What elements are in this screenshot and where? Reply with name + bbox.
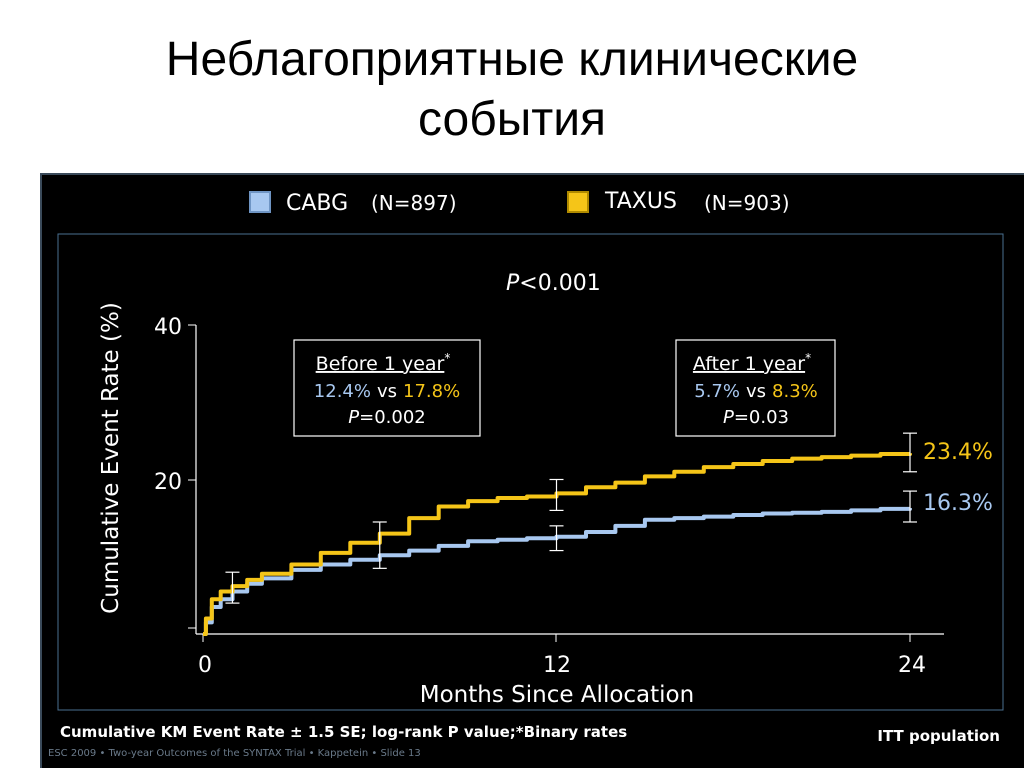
overall-pvalue: P<0.001 [506, 271, 601, 296]
error-bar-5 [903, 432, 917, 473]
x-tick-label-12: 12 [543, 653, 571, 678]
y-axis-label: Cumulative Event Rate (%) [98, 302, 124, 614]
x-tick-label-0: 0 [198, 653, 212, 678]
population-label: ITT population [877, 727, 1000, 745]
before-1-year-box: Before 1 year* 12.4% vs 17.8% P=0.002 [293, 339, 481, 437]
after-box-rates: 5.7% vs 8.3% [694, 381, 818, 402]
legend-cabg-swatch [249, 191, 271, 213]
legend-taxus-swatch [567, 191, 589, 213]
plot-frame [57, 233, 1004, 711]
error-bar-3 [549, 478, 564, 511]
legend-taxus-n: (N=903) [704, 191, 790, 215]
before-box-rates: 12.4% vs 17.8% [314, 381, 460, 402]
slide-title: Неблагоприятные клинические события [0, 30, 1024, 150]
error-bar-0 [225, 571, 240, 604]
slide-title-line2: события [417, 93, 606, 146]
x-tick-label-24: 24 [898, 653, 926, 678]
source-line: ESC 2009 • Two-year Outcomes of the SYNT… [48, 748, 421, 759]
error-bar-2 [549, 525, 564, 552]
error-bars [225, 432, 917, 604]
before-box-title: Before 1 year* [316, 351, 451, 375]
x-axis-label: Months Since Allocation [420, 682, 694, 708]
y-tick-label-40: 40 [154, 315, 182, 340]
legend-taxus-name: TAXUS [604, 189, 677, 214]
after-1-year-box: After 1 year* 5.7% vs 8.3% P=0.03 [675, 339, 836, 437]
series-line-taxus [203, 452, 912, 636]
before-box-p: P=0.002 [348, 407, 425, 428]
after-box-title: After 1 year* [693, 351, 811, 375]
series-layer [203, 452, 912, 636]
legend-cabg-n: (N=897) [371, 191, 457, 215]
overall-p-text: <0.001 [519, 271, 600, 296]
series-line-cabg [203, 506, 912, 636]
footnote: Cumulative KM Event Rate ± 1.5 SE; log-r… [60, 723, 627, 741]
y-tick-label-20: 20 [154, 470, 182, 495]
legend-cabg-name: CABG [286, 191, 348, 216]
end-label-cabg: 16.3% [923, 491, 993, 516]
slide-title-line1: Неблагоприятные клинические [165, 33, 859, 86]
error-bar-4 [903, 490, 917, 523]
after-box-p: P=0.03 [723, 407, 789, 428]
legend: CABG (N=897) TAXUS (N=903) [249, 189, 790, 216]
overall-p-symbol: P [506, 271, 520, 296]
chart-panel [40, 173, 1024, 768]
error-bar-1 [372, 521, 387, 569]
end-label-taxus: 23.4% [923, 440, 993, 465]
